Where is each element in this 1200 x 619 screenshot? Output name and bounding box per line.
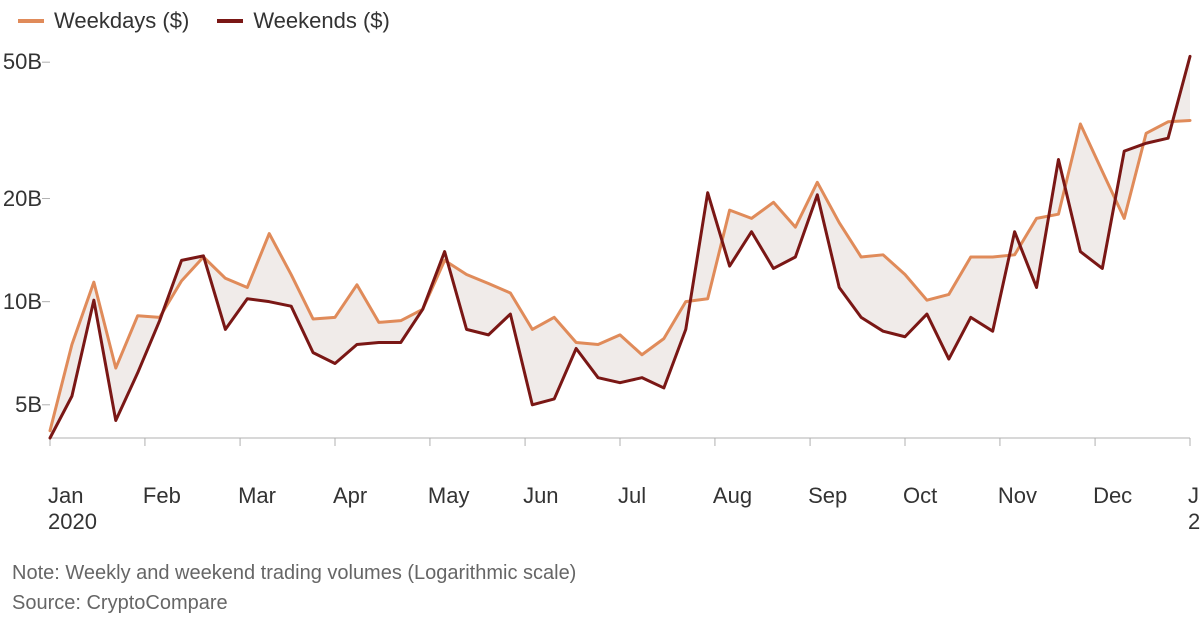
y-tick-label: 50B xyxy=(3,49,42,75)
x-tick-label: Nov xyxy=(998,483,1037,509)
legend-swatch-weekdays xyxy=(18,19,44,23)
chart-plot-area: 5B 10B 20B 50B xyxy=(0,48,1200,478)
chart-notes: Note: Weekly and weekend trading volumes… xyxy=(12,558,576,618)
x-tick-label: Aug xyxy=(713,483,752,509)
x-tick-label: Sep xyxy=(808,483,847,509)
y-tick-label: 10B xyxy=(3,289,42,315)
x-tick-label: Dec xyxy=(1093,483,1132,509)
x-tick-label: Feb xyxy=(143,483,181,509)
x-tick-label: Mar xyxy=(238,483,276,509)
legend-item-weekdays: Weekdays ($) xyxy=(18,8,189,34)
x-tick-label: Jun xyxy=(523,483,558,509)
legend: Weekdays ($) Weekends ($) xyxy=(18,8,390,34)
x-tick-label: Oct xyxy=(903,483,937,509)
chart-container: { "legend": { "series1": "Weekdays ($)",… xyxy=(0,0,1200,619)
y-tick-label: 5B xyxy=(15,392,42,418)
x-tick-label: May xyxy=(428,483,470,509)
note-line: Note: Weekly and weekend trading volumes… xyxy=(12,558,576,588)
x-tick-label: Jul xyxy=(618,483,646,509)
legend-label-weekdays: Weekdays ($) xyxy=(54,8,189,34)
x-tick-label: Jan 2020 xyxy=(48,483,97,535)
x-axis-labels: Jan 2020 Feb Mar Apr May Jun Jul Aug Sep Oct Nov De… xyxy=(0,483,1200,543)
legend-label-weekends: Weekends ($) xyxy=(253,8,390,34)
legend-item-weekends: Weekends ($) xyxy=(217,8,390,34)
chart-svg xyxy=(0,48,1200,478)
y-tick-label: 20B xyxy=(3,186,42,212)
x-tick-label: Jan 2021 xyxy=(1188,483,1200,535)
legend-swatch-weekends xyxy=(217,19,243,23)
x-tick-label: Apr xyxy=(333,483,367,509)
source-line: Source: CryptoCompare xyxy=(12,588,576,618)
